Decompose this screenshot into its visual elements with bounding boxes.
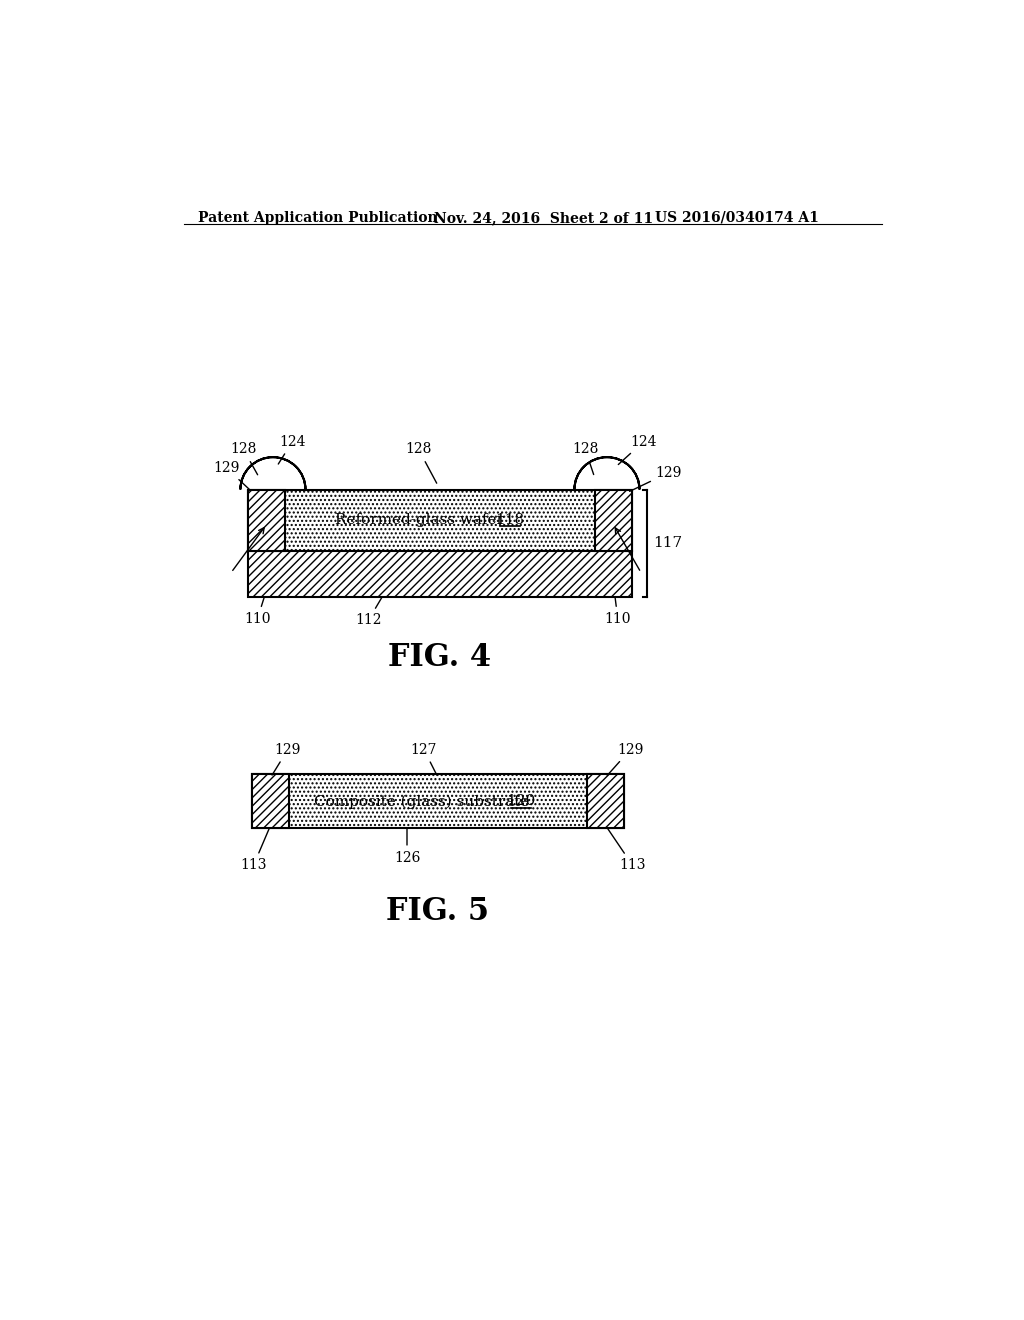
Text: 118: 118 — [496, 513, 524, 527]
Text: Nov. 24, 2016  Sheet 2 of 11: Nov. 24, 2016 Sheet 2 of 11 — [434, 211, 653, 224]
Text: 124: 124 — [618, 434, 656, 465]
Text: US 2016/0340174 A1: US 2016/0340174 A1 — [655, 211, 819, 224]
Text: 129: 129 — [213, 461, 251, 491]
Bar — [252, 775, 624, 829]
Bar — [587, 775, 624, 829]
Bar — [595, 490, 632, 552]
Text: 129: 129 — [607, 743, 643, 775]
Text: Composite (glass) substrate: Composite (glass) substrate — [313, 795, 539, 809]
Text: 128: 128 — [572, 442, 598, 475]
Text: 120: 120 — [506, 795, 536, 808]
Text: 129: 129 — [630, 466, 682, 491]
Text: 127: 127 — [411, 743, 437, 775]
Wedge shape — [574, 457, 640, 490]
Text: 128: 128 — [230, 442, 258, 475]
Text: FIG. 5: FIG. 5 — [386, 896, 489, 927]
Text: 113: 113 — [607, 828, 646, 873]
Text: FIG. 4: FIG. 4 — [388, 642, 492, 673]
Bar — [252, 775, 289, 829]
Text: 117: 117 — [653, 536, 683, 550]
Text: 129: 129 — [272, 743, 301, 775]
Text: 112: 112 — [355, 597, 382, 627]
Wedge shape — [241, 457, 305, 490]
Bar — [248, 552, 632, 598]
Text: 128: 128 — [406, 442, 436, 483]
Text: Patent Application Publication: Patent Application Publication — [198, 211, 437, 224]
Text: 124: 124 — [279, 434, 305, 465]
Text: 110: 110 — [604, 597, 631, 626]
Text: 110: 110 — [244, 597, 270, 626]
Bar — [248, 490, 286, 552]
Text: 113: 113 — [241, 828, 269, 873]
Text: 126: 126 — [394, 828, 420, 865]
Text: Reformed-glass wafer: Reformed-glass wafer — [335, 513, 514, 527]
Bar — [248, 490, 632, 552]
